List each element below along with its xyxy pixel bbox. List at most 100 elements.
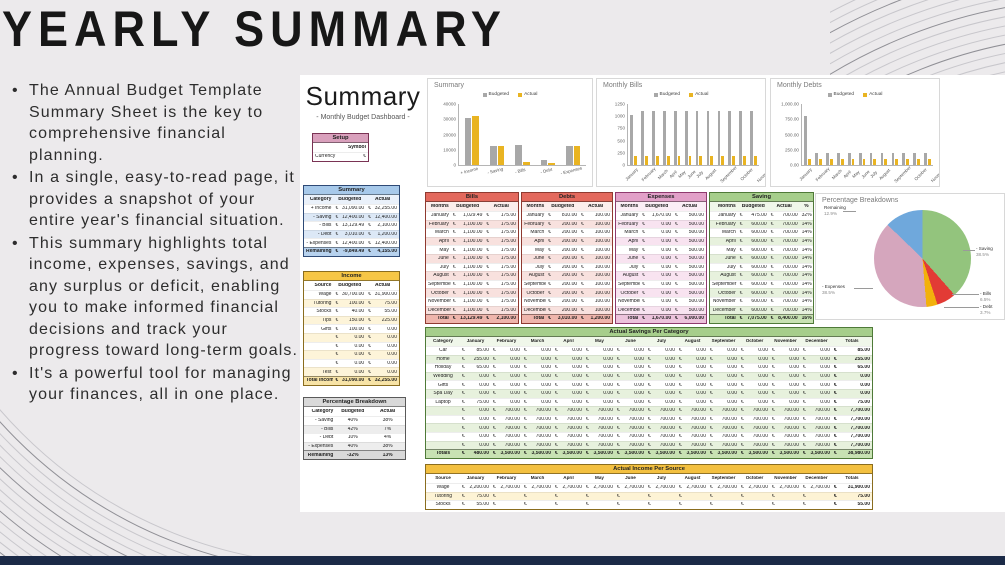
money-cell: €700.00	[524, 425, 551, 431]
money-cell: €0.00	[679, 399, 706, 405]
money-cell: €100.00	[581, 307, 611, 313]
money-cell: €175.00	[486, 247, 517, 253]
table-row: March €600.00 €700.00 14%	[710, 228, 813, 237]
money-cell: €700.00	[741, 425, 768, 431]
chart-legend: Budgeted Actual	[428, 92, 592, 97]
money-cell: €2,700.00	[493, 485, 520, 491]
legend-label: Budgeted	[488, 92, 510, 97]
money-cell: €0.00	[648, 399, 675, 405]
table-row: Currency €	[313, 151, 368, 161]
money-cell: €0.00	[710, 391, 737, 397]
money-cell: €65.00	[834, 365, 870, 371]
money-cell: €500.00	[675, 239, 705, 245]
table-row: October €600.00 €700.00 14%	[710, 288, 813, 297]
money-cell: €0.00	[741, 348, 768, 354]
percentage-breakdowns-pie: Percentage Breakdowns - Saving 38.5% - Bill…	[815, 193, 1005, 320]
money-cell: €0.00	[679, 348, 706, 354]
money-cell: €810.00	[548, 213, 578, 219]
money-cell: €75.00	[834, 493, 870, 499]
money-cell: €0.00	[524, 374, 551, 380]
money-cell: €600.00	[739, 264, 767, 270]
total-row: Total €13,129.49 €2,100.00	[426, 314, 518, 323]
legend-item: Budgeted	[827, 92, 854, 97]
money-cell: €175.00	[486, 264, 517, 270]
bar-group	[868, 104, 879, 165]
money-cell: €700.00	[617, 408, 644, 414]
bar-group	[813, 104, 824, 165]
money-cell: €700.00	[679, 408, 706, 414]
money-cell: €1,100.00	[452, 282, 483, 288]
bar-group	[650, 104, 661, 165]
bullet-item: This summary highlights total income, ex…	[12, 233, 304, 362]
y-tick: 750.00	[784, 116, 799, 122]
column-headers: Months Budgeted Actual	[426, 202, 518, 211]
table-row: July €600.00 €700.00 14%	[710, 262, 813, 272]
table-row: July €0.00 €500.00	[616, 262, 706, 272]
money-cell: €0.00	[586, 374, 613, 380]
money-cell: €1,100.00	[452, 273, 483, 279]
total-row: Remaining -32% 13%	[304, 450, 405, 459]
money-cell: €700.00	[770, 221, 798, 227]
money-cell: €1,100.00	[452, 230, 483, 236]
legend-item: Budgeted	[482, 92, 510, 97]
money-cell: €1,670.00	[642, 316, 672, 322]
money-cell: €0.00	[834, 382, 870, 388]
money-cell: €3,500.00	[710, 451, 737, 457]
table-row: September €600.00 €700.00 14%	[710, 279, 813, 289]
money-cell: €700.00	[555, 408, 582, 414]
money-cell: €85.00	[834, 348, 870, 354]
money-cell: €475.00	[739, 213, 767, 219]
money-cell: €	[803, 493, 806, 499]
money-cell: €700.00	[770, 230, 798, 236]
money-cell: €600.00	[739, 273, 767, 279]
money-cell: €700.00	[741, 417, 768, 423]
table-row: Tutoring €75.00 € € € € € € € € € € € €75.00	[426, 491, 872, 501]
dashboard-header: Summary - Monthly Budget Dashboard -	[300, 81, 426, 121]
money-cell: €	[772, 493, 775, 499]
money-cell: €0.00	[679, 382, 706, 388]
bar	[873, 158, 877, 165]
money-cell: €0.00	[772, 391, 799, 397]
money-cell: €700.00	[586, 425, 613, 431]
table-row: Home €255.00 €0.00 €0.00 €0.00 €0.00 €0.00 €0.0…	[426, 354, 872, 364]
money-cell: €100.00	[581, 247, 611, 253]
table-row: September €200.00 €100.00	[522, 279, 612, 289]
y-tick: 20000	[443, 132, 456, 137]
x-label: + Income	[459, 165, 479, 176]
money-cell: €13,129.49	[335, 223, 365, 229]
money-cell: €0.00	[772, 365, 799, 371]
money-cell: €3,500.00	[524, 451, 551, 457]
money-cell: €100.00	[335, 326, 365, 332]
bar	[829, 158, 833, 165]
money-cell: €0.00	[803, 382, 830, 388]
table-row: January €475.00 €700.00 32%	[710, 210, 813, 220]
money-cell: €100.00	[335, 300, 365, 306]
money-cell: €1,100.00	[452, 256, 483, 262]
money-cell: €3,500.00	[555, 451, 582, 457]
money-cell: €700.00	[648, 408, 675, 414]
money-cell: €0.00	[679, 365, 706, 371]
table-title: Actual Savings Per Category	[426, 328, 872, 338]
money-cell: €3,500.00	[648, 451, 675, 457]
x-label: - Debt	[539, 166, 553, 175]
table-row: May €600.00 €700.00 14%	[710, 245, 813, 254]
table-row: February €600.00 €700.00 14%	[710, 219, 813, 229]
table-row: August €600.00 €700.00 14%	[710, 271, 813, 280]
table-row: €0.00 €0.00	[304, 350, 399, 359]
money-cell: €2,700.00	[586, 485, 613, 491]
money-cell: €7,700.00	[834, 425, 870, 431]
money-cell: €0.00	[462, 408, 489, 414]
actual-income-per-source-table: Actual Income Per Source Source January Feb…	[425, 464, 873, 510]
money-cell: €700.00	[617, 442, 644, 448]
money-cell: €7,700.00	[834, 434, 870, 440]
bar-group	[846, 104, 857, 165]
money-cell: €2,200.00	[462, 485, 489, 491]
money-cell: €0.00	[710, 382, 737, 388]
money-cell: €700.00	[770, 247, 798, 253]
bar	[655, 156, 659, 165]
table-row: October €0.00 €500.00	[616, 288, 706, 297]
money-cell: €	[803, 502, 806, 508]
legend-swatch	[863, 92, 868, 97]
money-cell: €0.00	[462, 374, 489, 380]
table-title: Setup	[313, 134, 368, 144]
